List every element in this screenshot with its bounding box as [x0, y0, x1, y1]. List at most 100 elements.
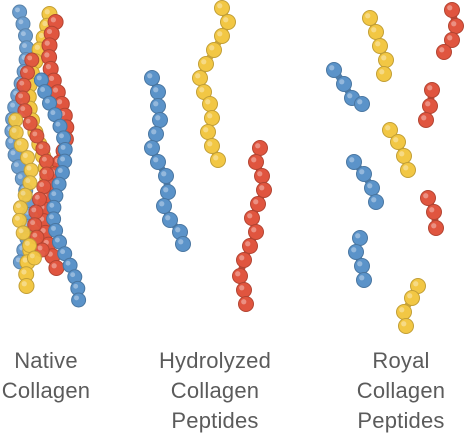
- bead: [399, 319, 414, 334]
- bead: [379, 53, 394, 68]
- bead-highlight: [159, 201, 164, 206]
- bead: [427, 205, 442, 220]
- bead-highlight: [37, 75, 42, 80]
- caption-line: Collagen: [0, 376, 92, 406]
- bead-highlight: [30, 253, 35, 258]
- bead: [365, 181, 380, 196]
- bead-highlight: [11, 150, 16, 155]
- bead-highlight: [51, 191, 56, 196]
- bead-highlight: [23, 153, 28, 158]
- hydrolyzed-yellow-chain: [193, 1, 236, 168]
- bead-highlight: [21, 191, 26, 196]
- bead-highlight: [25, 241, 30, 246]
- bead-highlight: [60, 249, 65, 254]
- bead: [327, 63, 342, 78]
- bead-highlight: [59, 133, 64, 138]
- bead-highlight: [74, 295, 79, 300]
- bead-highlight: [165, 215, 170, 220]
- bead: [18, 188, 32, 202]
- bead-highlight: [12, 128, 17, 133]
- bead-highlight: [42, 157, 47, 162]
- bead: [347, 155, 362, 170]
- bead: [23, 239, 37, 253]
- bead-highlight: [213, 155, 218, 160]
- bead-highlight: [217, 31, 222, 36]
- bead: [257, 183, 272, 198]
- bead-highlight: [447, 35, 452, 40]
- bead-highlight: [21, 31, 26, 36]
- bead-highlight: [429, 207, 434, 212]
- royal-red-chain-2: [419, 83, 440, 128]
- bead: [16, 226, 30, 240]
- bead: [29, 205, 43, 219]
- bead: [37, 180, 51, 194]
- bead: [357, 167, 372, 182]
- bead: [21, 66, 35, 80]
- bead-highlight: [329, 65, 334, 70]
- bead: [215, 1, 230, 16]
- bead: [355, 97, 370, 112]
- bead-highlight: [49, 76, 54, 81]
- bead: [397, 149, 412, 164]
- bead: [153, 113, 168, 128]
- bead-highlight: [241, 299, 246, 304]
- bead-highlight: [45, 99, 50, 104]
- bead-highlight: [38, 144, 43, 149]
- bead-highlight: [26, 119, 31, 124]
- bead: [23, 176, 37, 190]
- bead: [49, 261, 64, 276]
- bead-highlight: [40, 87, 45, 92]
- bead-highlight: [11, 115, 16, 120]
- bead-highlight: [427, 85, 432, 90]
- bead-highlight: [247, 213, 252, 218]
- bead-highlight: [425, 101, 430, 106]
- bead-highlight: [251, 157, 256, 162]
- bead-highlight: [153, 87, 158, 92]
- caption-line: Royal: [345, 346, 457, 376]
- bead: [17, 78, 31, 92]
- bead: [255, 169, 270, 184]
- bead-highlight: [257, 171, 262, 176]
- bead: [449, 19, 464, 34]
- bead: [445, 3, 460, 18]
- bead-highlight: [351, 247, 356, 252]
- bead-highlight: [17, 141, 22, 146]
- bead-highlight: [55, 238, 60, 243]
- caption-line: Collagen: [345, 376, 457, 406]
- bead-highlight: [39, 182, 44, 187]
- bead: [233, 269, 248, 284]
- bead-highlight: [163, 187, 168, 192]
- caption-line: Collagen: [145, 376, 285, 406]
- bead: [72, 293, 86, 307]
- bead-highlight: [423, 193, 428, 198]
- bead: [36, 142, 50, 156]
- bead-highlight: [357, 261, 362, 266]
- bead-highlight: [30, 220, 35, 225]
- bead-highlight: [255, 143, 260, 148]
- bead-highlight: [239, 285, 244, 290]
- bead-highlight: [381, 55, 386, 60]
- bead-highlight: [27, 55, 32, 60]
- bead-highlight: [55, 180, 60, 185]
- bead: [207, 43, 222, 58]
- bead: [9, 126, 23, 140]
- bead-highlight: [245, 241, 250, 246]
- bead-highlight: [35, 45, 40, 50]
- bead: [19, 279, 34, 294]
- royal-yellow-chain-top: [363, 11, 394, 82]
- bead-highlight: [53, 87, 58, 92]
- bead-highlight: [207, 141, 212, 146]
- bead: [211, 153, 226, 168]
- bead-highlight: [399, 307, 404, 312]
- bead-highlight: [44, 52, 49, 57]
- bead: [391, 135, 406, 150]
- bead: [239, 297, 254, 312]
- bead: [205, 111, 220, 126]
- bead: [337, 77, 352, 92]
- bead: [405, 291, 420, 306]
- bead-highlight: [14, 162, 19, 167]
- bead: [243, 239, 258, 254]
- bead: [357, 273, 372, 288]
- bead: [353, 231, 368, 246]
- bead: [373, 39, 388, 54]
